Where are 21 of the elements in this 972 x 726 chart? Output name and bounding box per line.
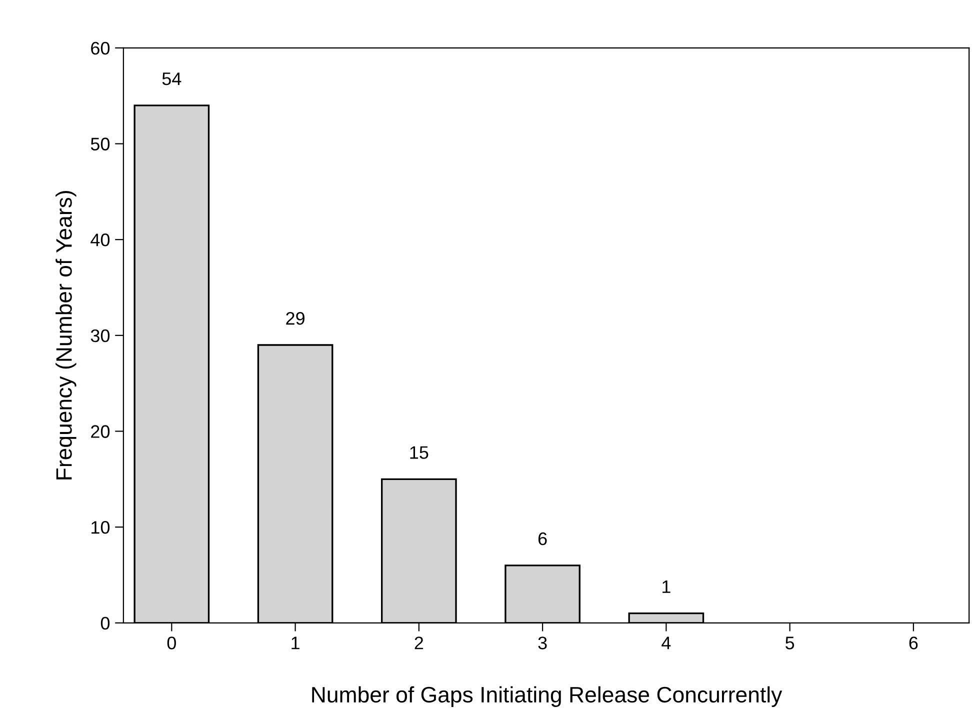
x-tick-label: 1 bbox=[292, 636, 300, 650]
x-tick-label: 3 bbox=[538, 636, 547, 650]
data-label: 29 bbox=[286, 312, 304, 325]
y-tick-label: 0 bbox=[100, 616, 110, 630]
x-tick-label: 5 bbox=[786, 636, 794, 650]
x-tick-label: 4 bbox=[662, 636, 671, 650]
y-tick-label: 10 bbox=[92, 521, 110, 534]
x-tick-label: 2 bbox=[414, 636, 424, 650]
y-tick-label: 50 bbox=[90, 138, 110, 150]
data-label: 1 bbox=[662, 580, 670, 593]
data-label: 15 bbox=[410, 446, 428, 459]
y-tick-label: 40 bbox=[90, 234, 110, 246]
x-tick-label: 6 bbox=[909, 636, 918, 650]
x-axis-title: Number of Gaps Initiating Release Concurrently bbox=[312, 686, 782, 707]
y-tick-label: 20 bbox=[91, 425, 110, 438]
y-tick-label: 60 bbox=[91, 42, 110, 55]
y-axis-title: Frequency (Number of Years) bbox=[56, 191, 76, 480]
data-label: 6 bbox=[538, 532, 547, 546]
data-label: 54 bbox=[162, 72, 182, 86]
y-tick-label: 30 bbox=[90, 329, 110, 342]
x-tick-label: 0 bbox=[167, 636, 176, 650]
